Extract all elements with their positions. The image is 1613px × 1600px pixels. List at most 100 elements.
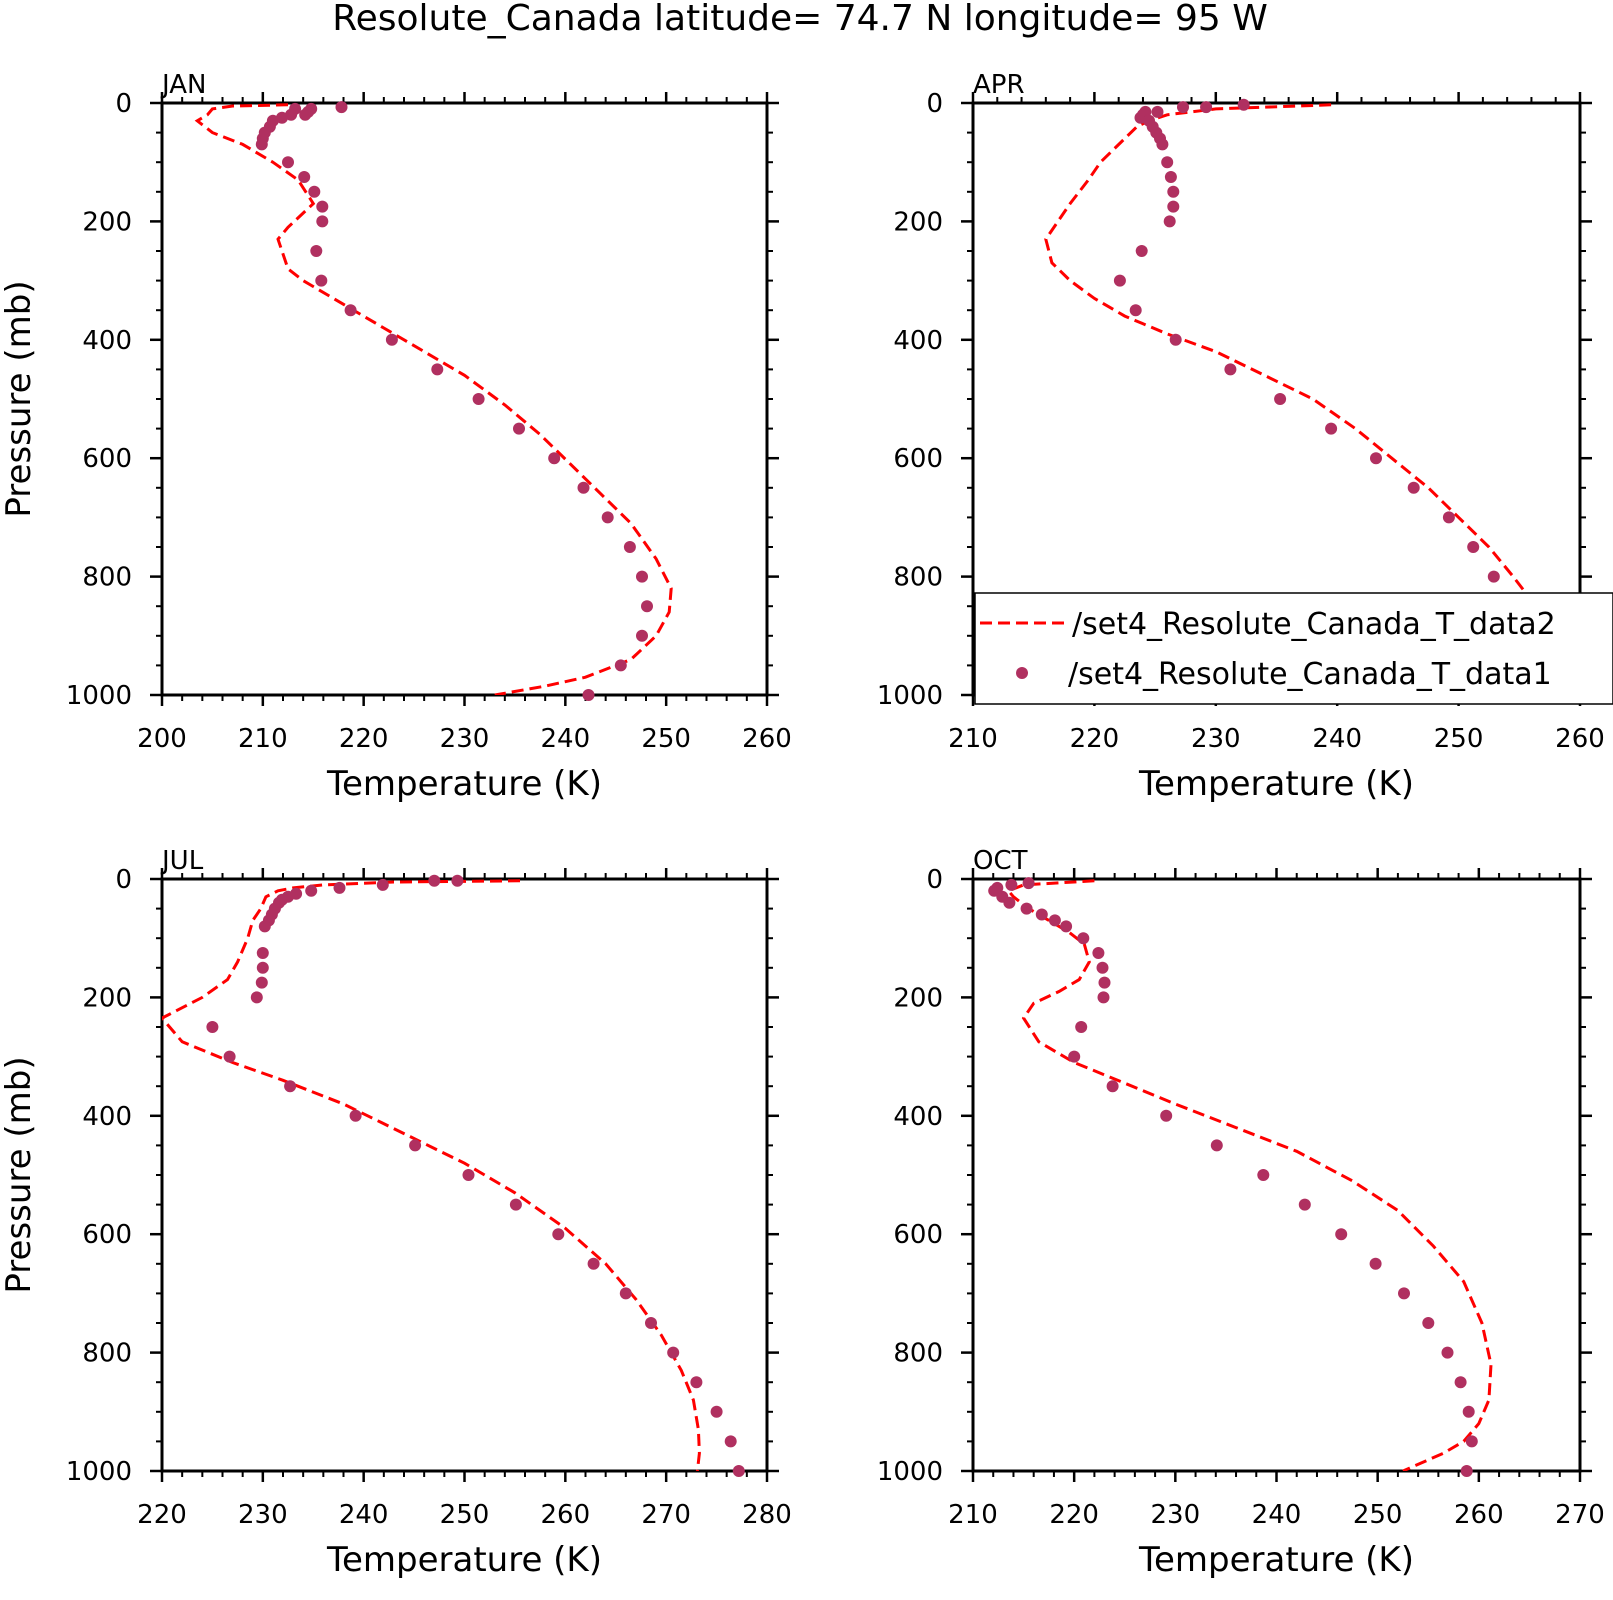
obs-point	[1398, 1287, 1410, 1300]
x-axis-label: Temperature (K)	[1138, 1540, 1414, 1580]
panel-label: JUL	[160, 846, 204, 876]
obs-point	[349, 1109, 362, 1122]
obs-point	[1210, 1139, 1223, 1152]
x-tick-label: 250	[1434, 724, 1484, 754]
obs-point	[1163, 215, 1176, 228]
x-axis-label: Temperature (K)	[326, 1540, 602, 1580]
y-tick-label: 200	[82, 983, 132, 1013]
obs-point	[1097, 991, 1110, 1004]
obs-point	[1167, 200, 1180, 213]
x-tick-label: 260	[742, 724, 792, 754]
x-tick-label: 240	[339, 1500, 389, 1530]
obs-point	[690, 1376, 703, 1389]
legend-box	[974, 592, 1613, 705]
x-tick-label: 220	[1070, 724, 1120, 754]
obs-point	[282, 156, 294, 169]
y-tick-label: 200	[893, 207, 943, 237]
y-tick-label: 800	[893, 563, 943, 593]
chart-panel-oct: OCT 210 220 230 240 250 260 270 0 200 400 600 800 100…	[877, 846, 1605, 1580]
x-tick-label: 220	[339, 724, 389, 754]
obs-point	[636, 570, 648, 583]
y-tick-label: 800	[893, 1339, 943, 1369]
obs-point	[276, 111, 288, 124]
obs-point	[619, 1287, 632, 1300]
plot-frame	[160, 101, 769, 697]
obs-point	[1113, 274, 1126, 287]
obs-point	[305, 884, 318, 897]
obs-point	[1022, 877, 1035, 890]
chart-panel-apr: APR 210 220 230 240 250 260 0 200 400 600 800 1000 Te…	[877, 70, 1605, 804]
legend-marker-swatch	[1016, 667, 1028, 679]
obs-point	[298, 171, 311, 183]
obs-point	[1454, 1376, 1467, 1389]
obs-point	[636, 629, 648, 642]
obs-point	[310, 245, 323, 257]
panel-label: APR	[973, 70, 1025, 100]
x-tick-label: 280	[742, 1500, 792, 1530]
obs-point	[513, 422, 525, 435]
obs-point	[1370, 452, 1382, 465]
y-tick-label: 0	[115, 865, 132, 895]
x-tick-label: 240	[541, 724, 591, 754]
obs-point	[409, 1139, 422, 1152]
obs-point	[641, 600, 653, 613]
obs-point	[1298, 1198, 1311, 1211]
obs-point	[645, 1317, 657, 1329]
panel-label: JAN	[160, 70, 206, 100]
obs-point	[1422, 1317, 1435, 1329]
legend-entry-obs: /set4_Resolute_Canada_T_data1	[1068, 657, 1552, 692]
legend: /set4_Resolute_Canada_T_data2/set4_Resol…	[974, 592, 1613, 705]
obs-point	[1257, 1169, 1270, 1181]
obs-point	[1129, 304, 1142, 317]
obs-point	[462, 1169, 475, 1181]
x-tick-label: 230	[440, 724, 490, 754]
obs-point	[1005, 878, 1018, 891]
obs-point	[256, 961, 269, 974]
y-tick-label: 0	[926, 89, 943, 119]
obs-point	[250, 991, 263, 1004]
y-tick-label: 200	[893, 983, 943, 1013]
obs-point	[472, 393, 485, 405]
obs-point	[335, 101, 348, 114]
x-tick-label: 230	[1191, 724, 1241, 754]
x-tick-label: 210	[238, 724, 288, 754]
obs-point	[1200, 101, 1213, 114]
obs-point	[285, 108, 298, 121]
x-axis-label: Temperature (K)	[326, 764, 602, 804]
obs-point	[1369, 1257, 1382, 1270]
x-tick-label: 220	[1049, 1500, 1099, 1530]
panel-label: OCT	[973, 846, 1028, 876]
y-tick-label: 400	[82, 326, 132, 356]
x-tick-label: 250	[440, 1500, 490, 1530]
obs-point	[1161, 156, 1174, 169]
obs-point	[284, 1080, 297, 1093]
x-tick-label: 220	[137, 1500, 187, 1530]
obs-point	[1407, 481, 1420, 494]
model-line	[1005, 879, 1493, 1471]
obs-point	[1098, 976, 1111, 989]
y-axis-label: Pressure (mb)	[0, 280, 39, 517]
y-tick-label: 1000	[66, 681, 132, 711]
obs-point	[601, 511, 614, 524]
obs-point	[732, 1465, 745, 1477]
obs-point	[1237, 98, 1250, 111]
x-tick-label: 270	[1555, 1500, 1605, 1530]
x-tick-label: 210	[948, 1500, 998, 1530]
obs-point	[431, 363, 444, 376]
x-tick-label: 230	[238, 1500, 288, 1530]
obs-point	[385, 333, 398, 346]
obs-point	[1487, 570, 1500, 583]
x-tick-label: 250	[1353, 1500, 1403, 1530]
obs-point	[256, 947, 269, 959]
obs-point	[548, 452, 561, 465]
model-line	[194, 103, 673, 695]
y-tick-label: 600	[893, 1220, 943, 1250]
obs-point	[255, 138, 268, 151]
obs-point	[587, 1257, 600, 1270]
y-tick-label: 200	[82, 207, 132, 237]
obs-point	[509, 1198, 522, 1211]
obs-point	[1467, 541, 1480, 553]
obs-point	[1465, 1435, 1478, 1448]
obs-point	[1060, 920, 1073, 933]
y-tick-label: 0	[926, 865, 943, 895]
